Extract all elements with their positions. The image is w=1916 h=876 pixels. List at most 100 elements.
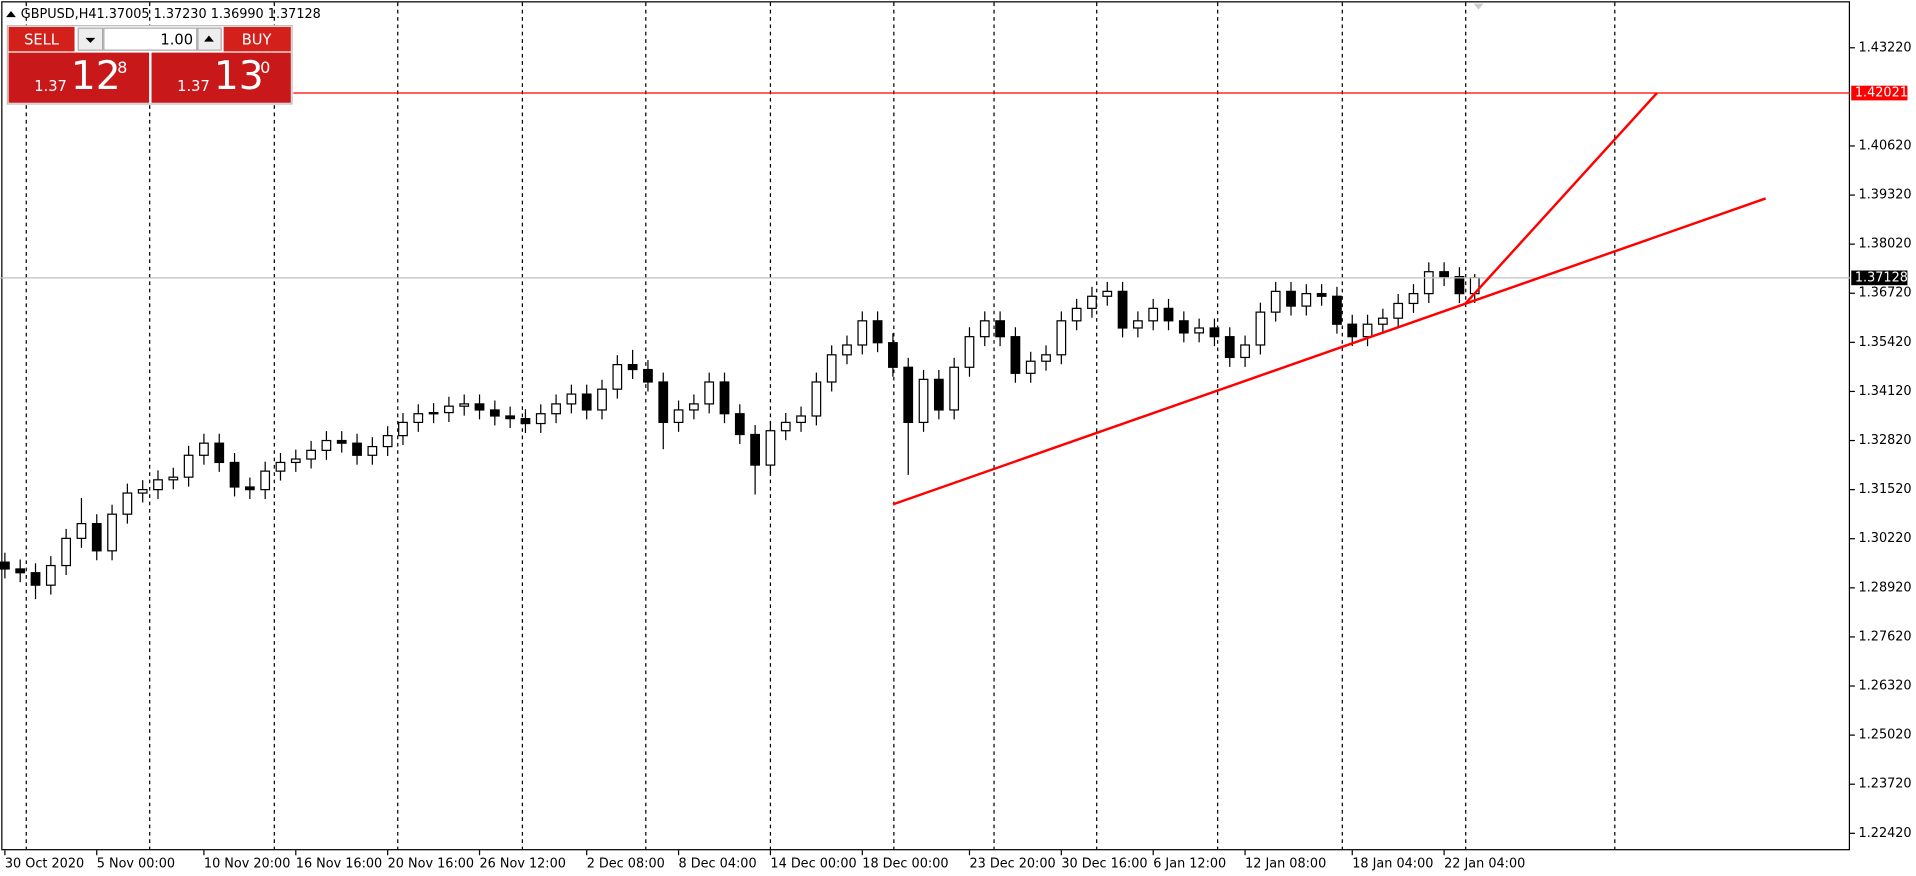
buy-label: BUY: [242, 31, 272, 48]
candle-body: [398, 421, 408, 437]
y-tick-label: 1.32820: [1859, 433, 1912, 448]
candle-body: [872, 320, 883, 344]
x-tick-label: 16 Nov 16:00: [296, 856, 382, 871]
bid-box[interactable]: [8, 52, 150, 103]
candle-body: [979, 320, 990, 338]
x-tick-label: 10 Nov 20:00: [204, 856, 290, 871]
candle-body: [260, 470, 271, 491]
y-tick-label: 1.25020: [1859, 728, 1912, 743]
x-tick-label: 6 Jan 12:00: [1153, 856, 1226, 871]
x-tick-label: 18 Dec 00:00: [862, 856, 948, 871]
level-label-box: [1851, 85, 1908, 101]
y-tick-label: 1.22420: [1859, 826, 1912, 841]
candle-body: [933, 378, 944, 411]
candle-body: [168, 476, 179, 481]
marks: [0, 92, 1851, 600]
candle-body: [688, 403, 699, 411]
x-tick-label: 23 Dec 20:00: [969, 856, 1055, 871]
candle-body: [428, 411, 439, 415]
buy-button[interactable]: [223, 26, 291, 52]
x-tick-label: 30 Dec 16:00: [1061, 856, 1147, 871]
candle-body: [750, 433, 761, 466]
candle-body: [1454, 276, 1465, 295]
candle-body: [796, 415, 806, 424]
y-tick-label: 1.40620: [1859, 138, 1912, 153]
y-tick-label: 1.35420: [1859, 335, 1912, 350]
x-tick-label: 12 Jan 08:00: [1245, 856, 1326, 871]
candle-body: [1347, 323, 1358, 338]
candle-body: [76, 523, 87, 539]
candle-body: [413, 413, 424, 424]
x-tick-label: 18 Jan 04:00: [1352, 856, 1433, 871]
shift-marker: [1473, 3, 1484, 10]
candle-body: [1102, 290, 1113, 297]
y-tick-label: 1.23720: [1859, 777, 1912, 792]
candle-body: [91, 523, 102, 552]
candle-body: [382, 435, 393, 448]
lots-input[interactable]: [103, 27, 198, 51]
candle-body: [734, 413, 745, 436]
candle-body: [474, 403, 485, 411]
candle-body: [367, 445, 378, 456]
candle-body: [321, 439, 332, 451]
candle-body: [1209, 327, 1220, 338]
x-tick-label: 30 Oct 2020: [5, 856, 84, 871]
trade-panel: SELL 1.00 BUY 1.37 12 8 1.37 13 0: [6, 25, 293, 105]
candle-body: [1025, 360, 1036, 374]
candle-body: [1071, 307, 1082, 322]
candle-body: [765, 430, 776, 466]
candle-body: [153, 479, 163, 491]
candle-body: [1240, 344, 1250, 359]
bid-prefix: 1.37: [34, 78, 67, 95]
candle-body: [0, 561, 10, 570]
candle-body: [811, 381, 822, 417]
candle-body: [30, 572, 41, 586]
candle-body: [45, 564, 56, 586]
candle-body: [1393, 302, 1404, 319]
candle-body: [1117, 290, 1128, 329]
ask-fraction: 0: [260, 58, 270, 77]
candle-body: [1178, 320, 1189, 334]
candle-body: [1087, 295, 1097, 309]
candle-body: [995, 320, 1005, 338]
candle-body: [551, 403, 561, 415]
up-arrow: [204, 35, 214, 42]
candle-body: [1163, 307, 1174, 322]
collapse-icon[interactable]: [6, 11, 16, 18]
candle-body: [244, 486, 255, 491]
candle-body: [122, 492, 133, 515]
candle-body: [352, 442, 362, 456]
ask-box[interactable]: [151, 52, 291, 103]
candle-body: [566, 393, 577, 405]
trendline: [1464, 92, 1658, 305]
candle-body: [306, 449, 316, 460]
sell-button[interactable]: [8, 26, 75, 52]
ask-pips: 13: [214, 54, 264, 99]
candle-body: [780, 421, 791, 432]
candle-body: [627, 364, 638, 371]
candle-body: [1423, 271, 1434, 295]
candle-body: [1133, 320, 1143, 329]
candle-body: [290, 458, 301, 464]
y-tick-label: 1.31520: [1859, 482, 1912, 497]
candle-body: [704, 381, 715, 405]
candle-body: [229, 461, 240, 488]
ask-prefix: 1.37: [177, 78, 210, 95]
candle-body: [1194, 327, 1205, 334]
candle-body: [612, 364, 623, 390]
y-tick-label: 1.26320: [1859, 679, 1912, 694]
candle-body: [949, 366, 960, 411]
candle-body: [964, 336, 975, 368]
candle-body: [15, 568, 26, 574]
y-tick-label: 1.43220: [1859, 40, 1912, 55]
candle-body: [1408, 293, 1419, 305]
lots-value: 1.00: [160, 31, 193, 48]
y-tick-label: 1.30220: [1859, 531, 1912, 546]
candle-body: [903, 366, 914, 424]
y-tick-label: 1.28920: [1859, 580, 1912, 595]
candle-body: [535, 413, 546, 425]
candle-body: [137, 489, 148, 494]
candle-body: [918, 378, 929, 424]
